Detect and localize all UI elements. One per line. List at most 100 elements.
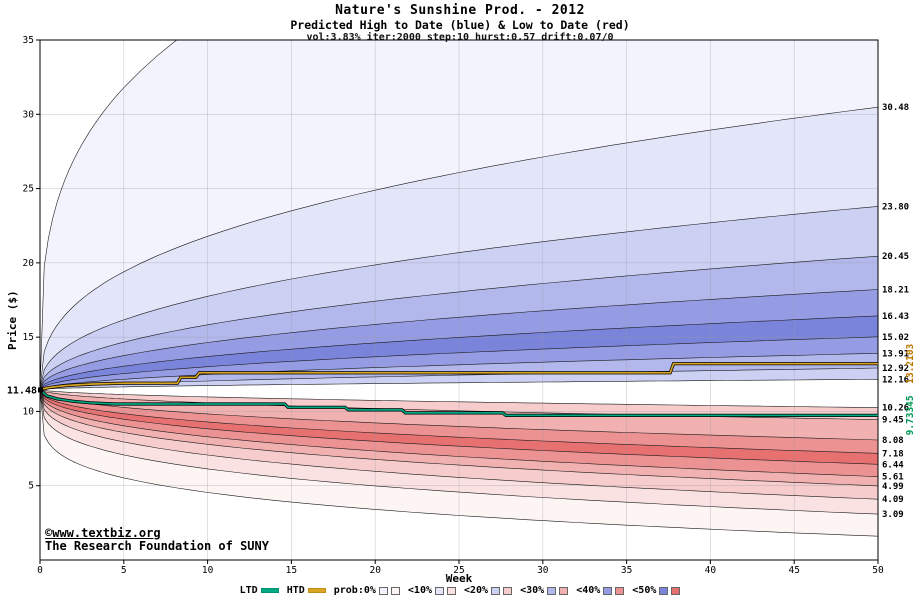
start-price-label: 11.48 xyxy=(7,385,37,396)
price-level-label: 18.21 xyxy=(882,285,909,295)
y-tick-label: 30 xyxy=(23,109,35,120)
legend-band-swatch-red xyxy=(559,586,569,595)
percentile-curve xyxy=(40,389,878,465)
boundary-curves xyxy=(40,40,878,537)
legend-label: <50% xyxy=(632,585,657,596)
percentile-curve xyxy=(40,206,878,390)
chart-title: Nature's Sunshine Prod. - 2012 xyxy=(335,3,585,18)
percentile-curve xyxy=(40,336,878,390)
price-level-label: 12.16 xyxy=(882,375,909,385)
legend-label: <10% xyxy=(407,585,432,596)
x-tick-label: 5 xyxy=(121,565,127,576)
percentile-curve xyxy=(40,255,878,390)
percentile-curve xyxy=(40,389,878,454)
legend-band-swatch-blue xyxy=(547,586,557,595)
legend-label: <30% xyxy=(520,585,545,596)
price-level-label: 20.45 xyxy=(882,252,909,262)
price-level-label: 4.99 xyxy=(882,482,904,492)
percentile-curve xyxy=(40,40,178,390)
legend-band-swatch-red xyxy=(503,586,513,595)
high-prob-band xyxy=(40,289,878,390)
watermark: ©www.textbiz.org The Research Foundation… xyxy=(45,527,269,553)
price-level-label: 13.91 xyxy=(882,349,909,359)
legend-item-50: <50% xyxy=(632,585,681,596)
legend-band-swatch-blue xyxy=(659,586,669,595)
legend-label: LTD xyxy=(239,585,258,596)
legend-band-swatch-blue xyxy=(378,586,388,595)
x-tick-label: 50 xyxy=(872,565,884,576)
legend-item-30: <30% xyxy=(520,585,569,596)
htd-value-label: 13.2103 xyxy=(905,343,916,383)
percentile-curve xyxy=(40,315,878,390)
htd-line xyxy=(40,362,878,391)
legend-band-swatch-red xyxy=(615,586,625,595)
percentile-curve xyxy=(40,379,878,390)
y-tick-label: 35 xyxy=(23,35,34,46)
y-tick-label: 20 xyxy=(23,258,35,269)
chart-params: vol:3.83% iter:2000 step:10 hurst:0.57 d… xyxy=(306,32,614,43)
percentile-curve xyxy=(40,289,878,390)
legend-item-htd: HTD xyxy=(287,585,326,596)
low-prob-band xyxy=(40,389,878,454)
y-tick-label: 10 xyxy=(23,406,35,417)
x-tick-label: 45 xyxy=(788,565,799,576)
legend-item-ltd: LTD xyxy=(240,585,279,596)
price-level-label: 30.48 xyxy=(882,103,909,113)
ltd-value-label: 9.73345 xyxy=(905,395,916,435)
legend-label: HTD xyxy=(286,585,305,596)
x-tick-label: 0 xyxy=(37,565,43,576)
x-tick-label: 40 xyxy=(705,565,717,576)
legend-item-20: <20% xyxy=(464,585,513,596)
ltd-line xyxy=(40,388,878,417)
start-price-marker xyxy=(38,387,43,393)
legend-band-swatch-blue xyxy=(491,586,501,595)
price-level-label: 10.26 xyxy=(882,404,909,414)
price-level-label: 6.44 xyxy=(882,460,904,470)
x-tick-label: 35 xyxy=(621,565,632,576)
percentile-curve xyxy=(40,106,878,390)
percentile-curve xyxy=(40,389,878,477)
x-tick-label: 10 xyxy=(202,565,214,576)
legend-label: <40% xyxy=(576,585,601,596)
price-level-label: 3.09 xyxy=(882,510,904,520)
legend-label: prob:0% xyxy=(333,585,376,596)
legend: LTD HTD prob:0% <10% <20% <30% <40% <50% xyxy=(0,585,920,596)
y-tick-label: 15 xyxy=(23,332,34,343)
watermark-link[interactable]: ©www.textbiz.org xyxy=(45,526,161,540)
price-level-label: 5.61 xyxy=(882,473,904,483)
x-tick-label: 15 xyxy=(286,565,297,576)
legend-band-swatch-red xyxy=(390,586,400,595)
percentile-curve xyxy=(40,389,878,487)
chart-subtitle: Predicted High to Date (blue) & Low to D… xyxy=(290,18,630,32)
price-level-label: 4.09 xyxy=(882,495,904,505)
percentile-curve xyxy=(40,389,878,408)
chart-header: Nature's Sunshine Prod. - 2012 Predicted… xyxy=(0,3,920,43)
high-prob-band xyxy=(40,40,878,390)
data-lines xyxy=(40,362,878,417)
y-tick-label: 25 xyxy=(23,184,34,195)
x-tick-label: 25 xyxy=(453,565,464,576)
legend-item-10: <10% xyxy=(408,585,456,596)
legend-item-40: <40% xyxy=(576,585,625,596)
percentile-curve xyxy=(40,389,878,500)
x-tick-label: 20 xyxy=(369,565,381,576)
legend-label: <20% xyxy=(464,585,489,596)
price-level-label: 12.92 xyxy=(882,364,909,374)
legend-band-swatch-blue xyxy=(435,586,444,595)
legend-band-swatch-blue xyxy=(603,586,613,595)
watermark-org: The Research Foundation of SUNY xyxy=(45,539,269,553)
high-prob-band xyxy=(40,206,878,390)
price-level-label: 7.18 xyxy=(882,449,904,459)
legend-line-swatch xyxy=(307,588,326,593)
percentile-curve xyxy=(40,353,878,390)
price-level-label: 8.08 xyxy=(882,436,904,446)
price-level-label: 23.80 xyxy=(882,202,909,212)
legend-line-swatch xyxy=(260,588,279,593)
high-prob-band xyxy=(40,256,878,390)
x-axis-label: Week xyxy=(445,572,473,585)
legend-item-prob0: prob:0% xyxy=(334,585,400,596)
price-level-label: 9.45 xyxy=(882,416,904,426)
percentile-curve xyxy=(40,389,878,515)
